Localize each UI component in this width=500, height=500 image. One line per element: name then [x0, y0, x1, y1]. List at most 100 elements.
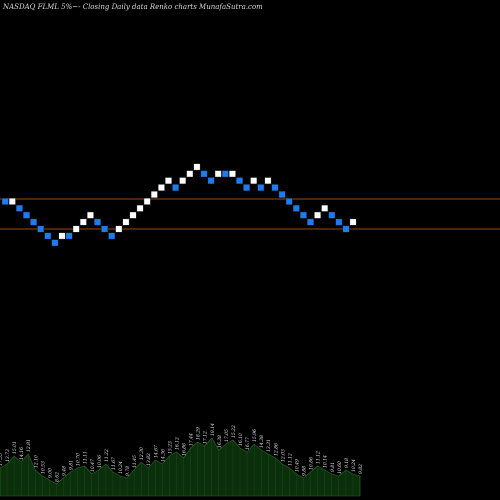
volume-label: 12.30: [139, 447, 145, 460]
volume-label: 11.22: [104, 449, 110, 462]
down-brick: [1, 197, 9, 205]
volume-label: 17.55: [0, 453, 4, 466]
volume-label: 13.73: [5, 449, 11, 462]
volume-label: 14.38: [259, 435, 265, 448]
volume-label: 11.12: [287, 453, 293, 466]
volume-label: 12.03: [280, 449, 286, 462]
volume-label: 10.60: [337, 461, 343, 474]
up-brick: [136, 204, 144, 212]
down-brick: [37, 225, 45, 233]
up-brick: [122, 218, 130, 226]
up-brick: [228, 170, 236, 178]
volume-label: 15.96: [252, 429, 258, 442]
down-brick: [307, 218, 314, 226]
down-brick: [94, 218, 101, 226]
volume-label: 10.06: [97, 455, 103, 468]
volume-label: 13.31: [266, 439, 272, 452]
down-brick: [23, 211, 30, 219]
up-brick: [214, 170, 222, 178]
up-brick: [8, 197, 16, 205]
up-brick: [186, 170, 194, 178]
down-brick: [335, 218, 343, 226]
volume-label: 14.36: [160, 449, 166, 462]
up-brick: [179, 177, 187, 185]
volume-label: 17.12: [203, 431, 209, 444]
volume-label: 11.45: [132, 455, 138, 468]
down-brick: [16, 204, 23, 212]
volume-label: 10.49: [294, 459, 300, 472]
volume-label: 10.47: [90, 459, 96, 472]
volume-label: 11.67: [111, 457, 117, 470]
volume-label: 18.29: [196, 427, 202, 440]
down-brick: [342, 225, 350, 233]
up-brick: [321, 204, 329, 212]
volume-label: 17.05: [224, 429, 230, 442]
volume-label: 9.81: [69, 460, 75, 470]
up-brick: [143, 197, 151, 205]
volume-label: 16.38: [217, 435, 223, 448]
volume-label: 8.62: [54, 472, 60, 482]
volume-label: 11.11: [83, 451, 89, 464]
up-brick: [79, 218, 87, 226]
volume-label: 9.48: [62, 466, 68, 476]
volume-label: 10.53: [40, 461, 46, 474]
down-brick: [285, 197, 293, 205]
up-brick: [250, 177, 258, 185]
down-brick: [292, 204, 300, 212]
volume-label: 12.81: [26, 439, 32, 452]
down-brick: [108, 232, 116, 240]
volume-label: 9.00: [47, 468, 53, 478]
volume-label: 14.67: [153, 445, 159, 458]
down-brick: [101, 225, 109, 233]
volume-label: 12.10: [33, 455, 39, 468]
volume-label: 10.24: [118, 461, 124, 474]
volume-label: 9.81: [330, 462, 336, 472]
chart-title: NASDAQ FLML 5%~- Closing Daily data Renk…: [2, 3, 263, 11]
down-brick: [221, 170, 229, 178]
volume-label: 15.22: [231, 425, 237, 438]
volume-label: 10.86: [309, 457, 315, 470]
volume-label: 9.18: [344, 458, 350, 468]
down-brick: [236, 177, 243, 185]
volume-label: 14.16: [19, 447, 25, 460]
down-brick: [200, 170, 208, 178]
down-brick: [271, 184, 279, 191]
down-brick: [44, 232, 52, 240]
up-brick: [129, 211, 137, 219]
volume-label: 13.82: [146, 453, 152, 466]
volume-label: 9.88: [302, 466, 308, 476]
up-brick: [157, 184, 165, 191]
volume-label: 19.14: [210, 423, 216, 436]
volume-label: 15.23: [167, 441, 173, 454]
down-brick: [172, 184, 179, 191]
up-brick: [115, 225, 123, 233]
volume-label: 9.82: [358, 464, 364, 474]
volume-label: 15.01: [12, 441, 18, 454]
down-brick: [328, 211, 336, 219]
down-brick: [257, 184, 265, 191]
up-brick: [349, 218, 357, 226]
horizontal-levels: [0, 198, 500, 230]
up-brick: [72, 225, 80, 233]
volume-area: [0, 437, 361, 497]
up-brick: [165, 177, 172, 185]
up-brick: [314, 211, 321, 219]
up-brick: [86, 211, 94, 219]
up-brick: [264, 177, 272, 185]
volume-label: 16.86: [182, 443, 188, 456]
up-brick: [58, 232, 66, 240]
volume-label: 16.12: [174, 437, 180, 450]
volume-label: 11.12: [316, 451, 322, 464]
volume-label: 12.86: [273, 443, 279, 456]
down-brick: [51, 239, 59, 247]
up-brick: [193, 163, 201, 171]
down-brick: [278, 191, 286, 198]
down-brick: [243, 184, 250, 191]
volume-label: 10.70: [76, 453, 82, 466]
down-brick: [207, 177, 215, 185]
renko-bricks: [1, 163, 357, 247]
volume-label: 10.24: [351, 459, 357, 472]
volume-label: 16.10: [238, 433, 244, 446]
